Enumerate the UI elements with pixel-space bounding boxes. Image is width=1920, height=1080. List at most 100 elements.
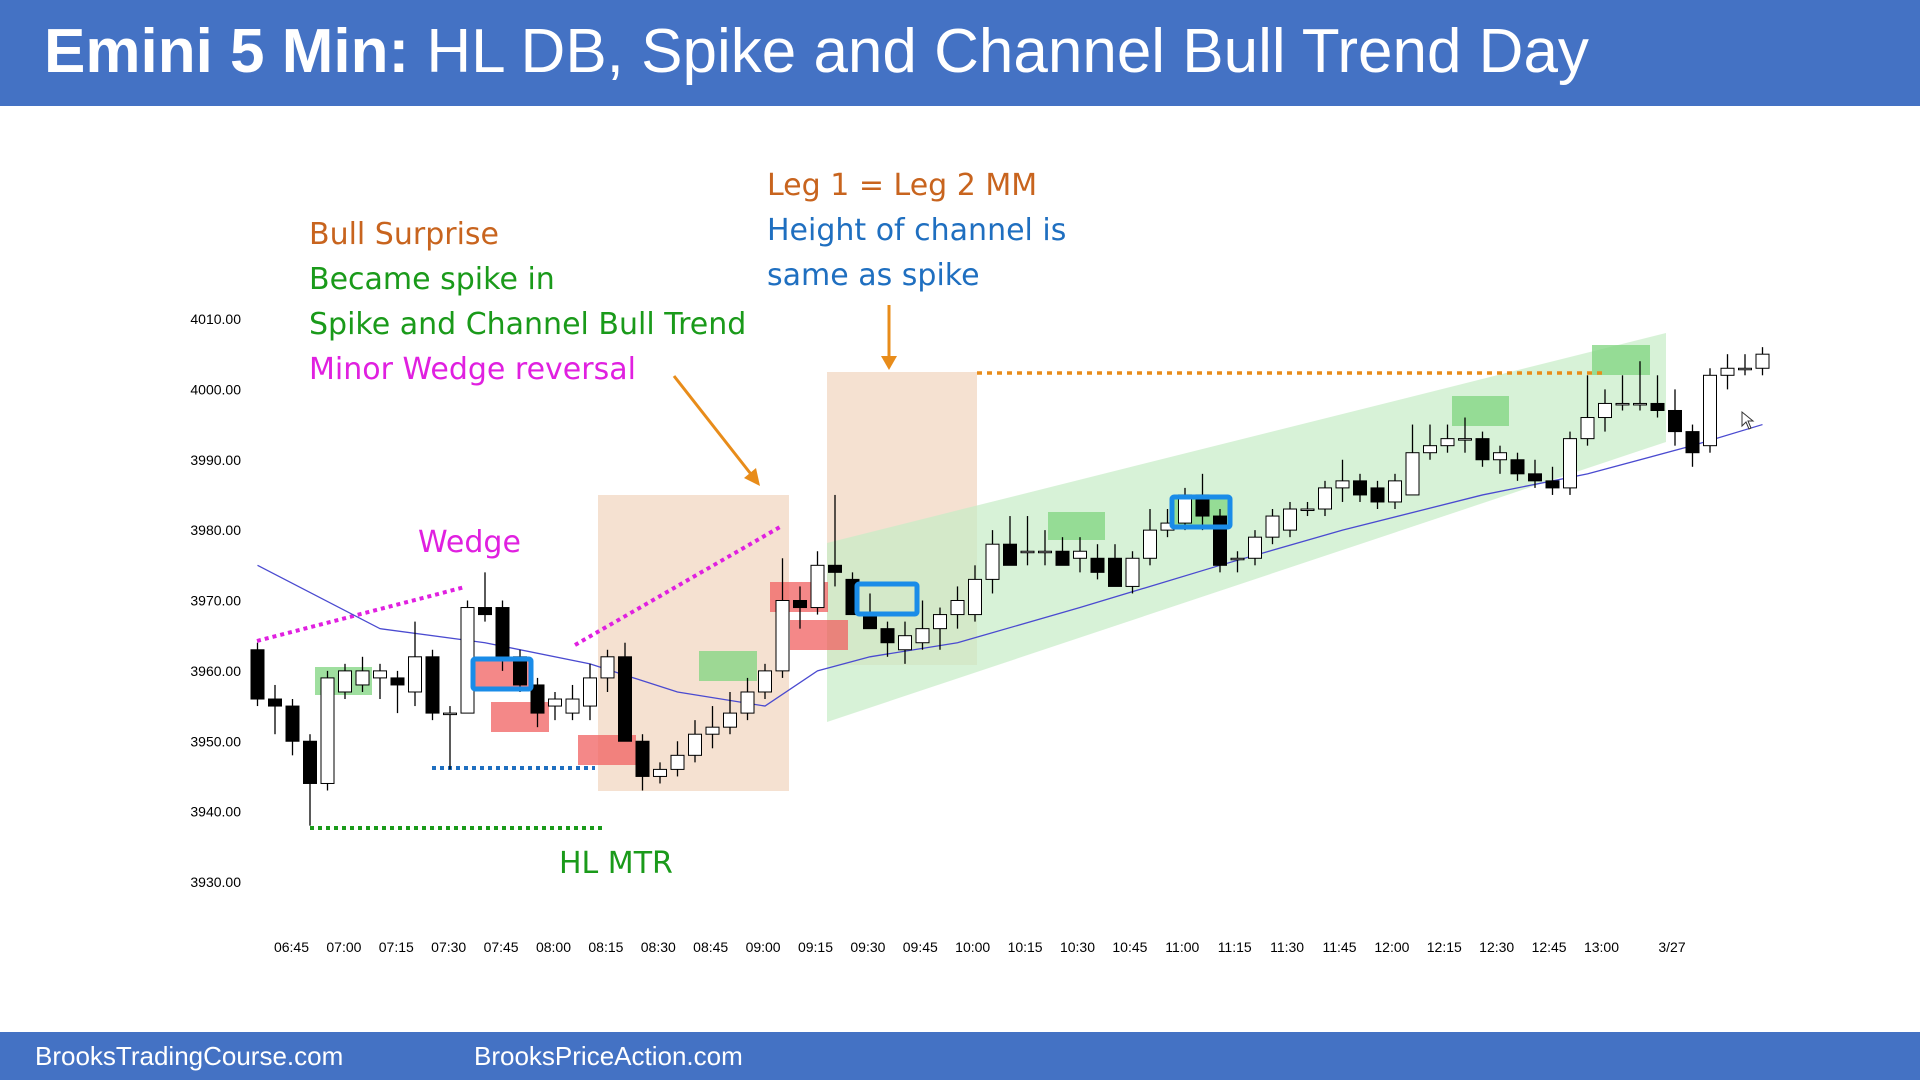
- candle: [583, 663, 597, 721]
- candle: [1580, 375, 1595, 446]
- candle: [565, 684, 580, 721]
- bear-candle-body: [1650, 402, 1665, 411]
- candle: [303, 734, 317, 826]
- bull-candle-body: [1318, 487, 1332, 510]
- bull-candle-body: [1405, 452, 1420, 496]
- bear-candle-body: [863, 614, 877, 630]
- x-tick-label: 12:45: [1532, 939, 1567, 955]
- bull-candle-body: [1493, 452, 1507, 461]
- x-tick-label: 11:45: [1323, 939, 1357, 955]
- candle: [355, 656, 370, 692]
- x-tick-label: 09:45: [903, 939, 938, 955]
- y-tick-label: 3950.00: [190, 733, 241, 749]
- bear-candle-body: [1370, 487, 1385, 503]
- footer-right-site[interactable]: BrooksPriceAction.com: [474, 1041, 743, 1071]
- x-tick-label: 09:30: [850, 939, 885, 955]
- candle: [1598, 389, 1612, 432]
- bear-candle-body: [303, 740, 317, 784]
- bull-candle-body: [898, 635, 912, 651]
- candle: [1475, 431, 1490, 467]
- x-tick-label: 07:15: [379, 939, 414, 955]
- x-tick-label: 11:30: [1270, 939, 1304, 955]
- x-tick-label: 08:15: [588, 939, 623, 955]
- bear-candle-body: [793, 600, 807, 609]
- candles: [250, 347, 1770, 826]
- x-tick-label: 10:15: [1008, 939, 1043, 955]
- bull-candle-body: [1580, 417, 1595, 440]
- footer-left-site[interactable]: BrooksTradingCourse.com: [35, 1041, 344, 1071]
- candle: [723, 691, 737, 735]
- candle: [1685, 424, 1700, 467]
- candle: [338, 663, 352, 700]
- y-tick-label: 3980.00: [190, 522, 241, 538]
- candle: [985, 530, 1000, 594]
- candle: [933, 607, 947, 650]
- candle: [1283, 501, 1297, 538]
- bull-candle-body: [1248, 536, 1262, 559]
- bull-candle-body: [1615, 402, 1630, 406]
- candle: [1335, 459, 1350, 502]
- x-tick-label: 11:15: [1218, 939, 1252, 955]
- signal-bar-box: [854, 581, 920, 617]
- bull-candle-body: [1598, 402, 1612, 419]
- bull-candle-body: [1230, 557, 1245, 561]
- candle: [408, 621, 422, 707]
- candle: [1755, 347, 1770, 376]
- annotation-hl-mtr: HL MTR: [559, 846, 673, 881]
- candlestick-chart: 4010.00 4000.00 3990.00 3980.00 3970.00 3960.…: [190, 305, 1770, 955]
- green-highlight: [699, 651, 757, 681]
- bull-candle-body: [1283, 508, 1297, 531]
- candle: [1300, 501, 1315, 517]
- y-tick-label: 3940.00: [190, 804, 241, 820]
- candle: [1143, 509, 1157, 566]
- candle: [600, 649, 615, 692]
- candle: [320, 670, 335, 791]
- bull-candle-body: [408, 656, 422, 693]
- candle: [373, 663, 387, 700]
- candle: [653, 762, 667, 784]
- candle: [1668, 389, 1682, 446]
- candle: [740, 677, 755, 721]
- bear-candle-body: [390, 677, 405, 686]
- x-tick-label: 07:30: [431, 939, 466, 955]
- bull-candle-body: [1073, 550, 1087, 559]
- bull-candle-body: [1125, 557, 1140, 587]
- bear-candle-body: [425, 656, 440, 714]
- x-axis-labels: 06:45 07:00 07:15 07:30 07:45 08:00 08:15 08:30…: [274, 939, 1686, 955]
- bull-candle-body: [1388, 480, 1402, 503]
- bull-candle-body: [1038, 550, 1052, 554]
- arrow-head: [881, 356, 897, 370]
- annotation-minor-wedge: Minor Wedge reversal: [309, 352, 636, 387]
- green-highlight: [1048, 512, 1105, 540]
- candle: [1440, 424, 1455, 453]
- title-rest: HL DB, Spike and Channel Bull Trend Day: [409, 17, 1589, 86]
- bull-candle-body: [740, 691, 755, 714]
- bear-candle-body: [1055, 550, 1070, 566]
- bear-candle-body: [1685, 431, 1700, 454]
- bull-candle-body: [950, 600, 965, 616]
- candle: [1528, 459, 1542, 488]
- bear-candle-body: [1108, 557, 1122, 587]
- annotation-spike-channel: Spike and Channel Bull Trend: [309, 307, 747, 342]
- bear-candle-body: [1510, 459, 1525, 475]
- red-highlight: [790, 620, 848, 650]
- x-tick-label: 12:00: [1374, 939, 1409, 955]
- x-tick-label: 13:00: [1584, 939, 1619, 955]
- candle: [530, 677, 545, 728]
- channel-band: [827, 333, 1666, 722]
- bull-candle-body: [1720, 367, 1735, 376]
- candle: [915, 600, 930, 650]
- x-tick-label: 3/27: [1658, 939, 1685, 955]
- candle: [1563, 431, 1577, 495]
- candle: [968, 565, 982, 622]
- bear-candle-body: [618, 656, 632, 742]
- candle: [1195, 473, 1210, 531]
- x-tick-label: 09:00: [746, 939, 781, 955]
- bull-candle-body: [1143, 529, 1157, 559]
- candle: [390, 670, 405, 714]
- green-highlight: [1592, 345, 1650, 375]
- candle: [1405, 424, 1420, 496]
- bull-candle-body: [985, 543, 1000, 580]
- bull-candle-body: [723, 712, 737, 728]
- candle: [1090, 544, 1105, 580]
